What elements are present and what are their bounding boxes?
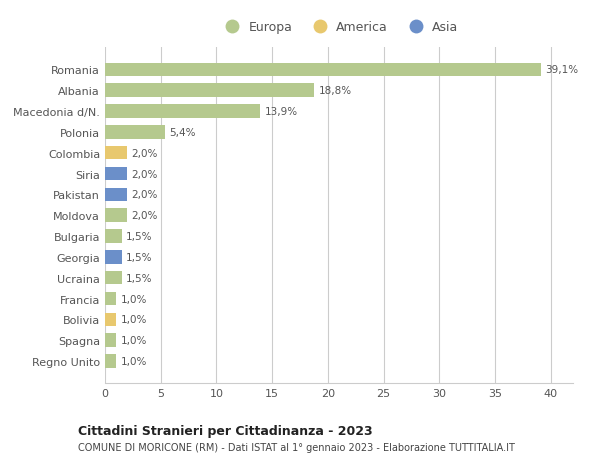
Text: Cittadini Stranieri per Cittadinanza - 2023: Cittadini Stranieri per Cittadinanza - 2… [78, 425, 373, 437]
Bar [105, 126, 165, 140]
Bar [105, 146, 127, 160]
Text: 2,0%: 2,0% [132, 190, 158, 200]
Text: 1,0%: 1,0% [121, 315, 147, 325]
Text: 39,1%: 39,1% [545, 65, 578, 75]
Text: 2,0%: 2,0% [132, 169, 158, 179]
Text: 5,4%: 5,4% [170, 128, 196, 138]
Text: 1,0%: 1,0% [121, 356, 147, 366]
Bar [105, 230, 122, 243]
Bar [105, 63, 541, 77]
Text: 1,0%: 1,0% [121, 336, 147, 346]
Bar [105, 168, 127, 181]
Text: 1,5%: 1,5% [126, 252, 152, 262]
Bar [105, 354, 116, 368]
Text: 2,0%: 2,0% [132, 211, 158, 221]
Bar [105, 251, 122, 264]
Bar [105, 84, 314, 98]
Bar [105, 105, 260, 118]
Text: 13,9%: 13,9% [265, 107, 298, 117]
Text: 1,0%: 1,0% [121, 294, 147, 304]
Text: 18,8%: 18,8% [319, 86, 352, 96]
Text: 2,0%: 2,0% [132, 148, 158, 158]
Bar [105, 334, 116, 347]
Bar [105, 292, 116, 306]
Text: 1,5%: 1,5% [126, 231, 152, 241]
Text: 1,5%: 1,5% [126, 273, 152, 283]
Bar [105, 313, 116, 326]
Bar [105, 271, 122, 285]
Legend: Europa, America, Asia: Europa, America, Asia [220, 21, 458, 34]
Bar [105, 188, 127, 202]
Text: COMUNE DI MORICONE (RM) - Dati ISTAT al 1° gennaio 2023 - Elaborazione TUTTITALI: COMUNE DI MORICONE (RM) - Dati ISTAT al … [78, 442, 515, 452]
Bar [105, 209, 127, 223]
